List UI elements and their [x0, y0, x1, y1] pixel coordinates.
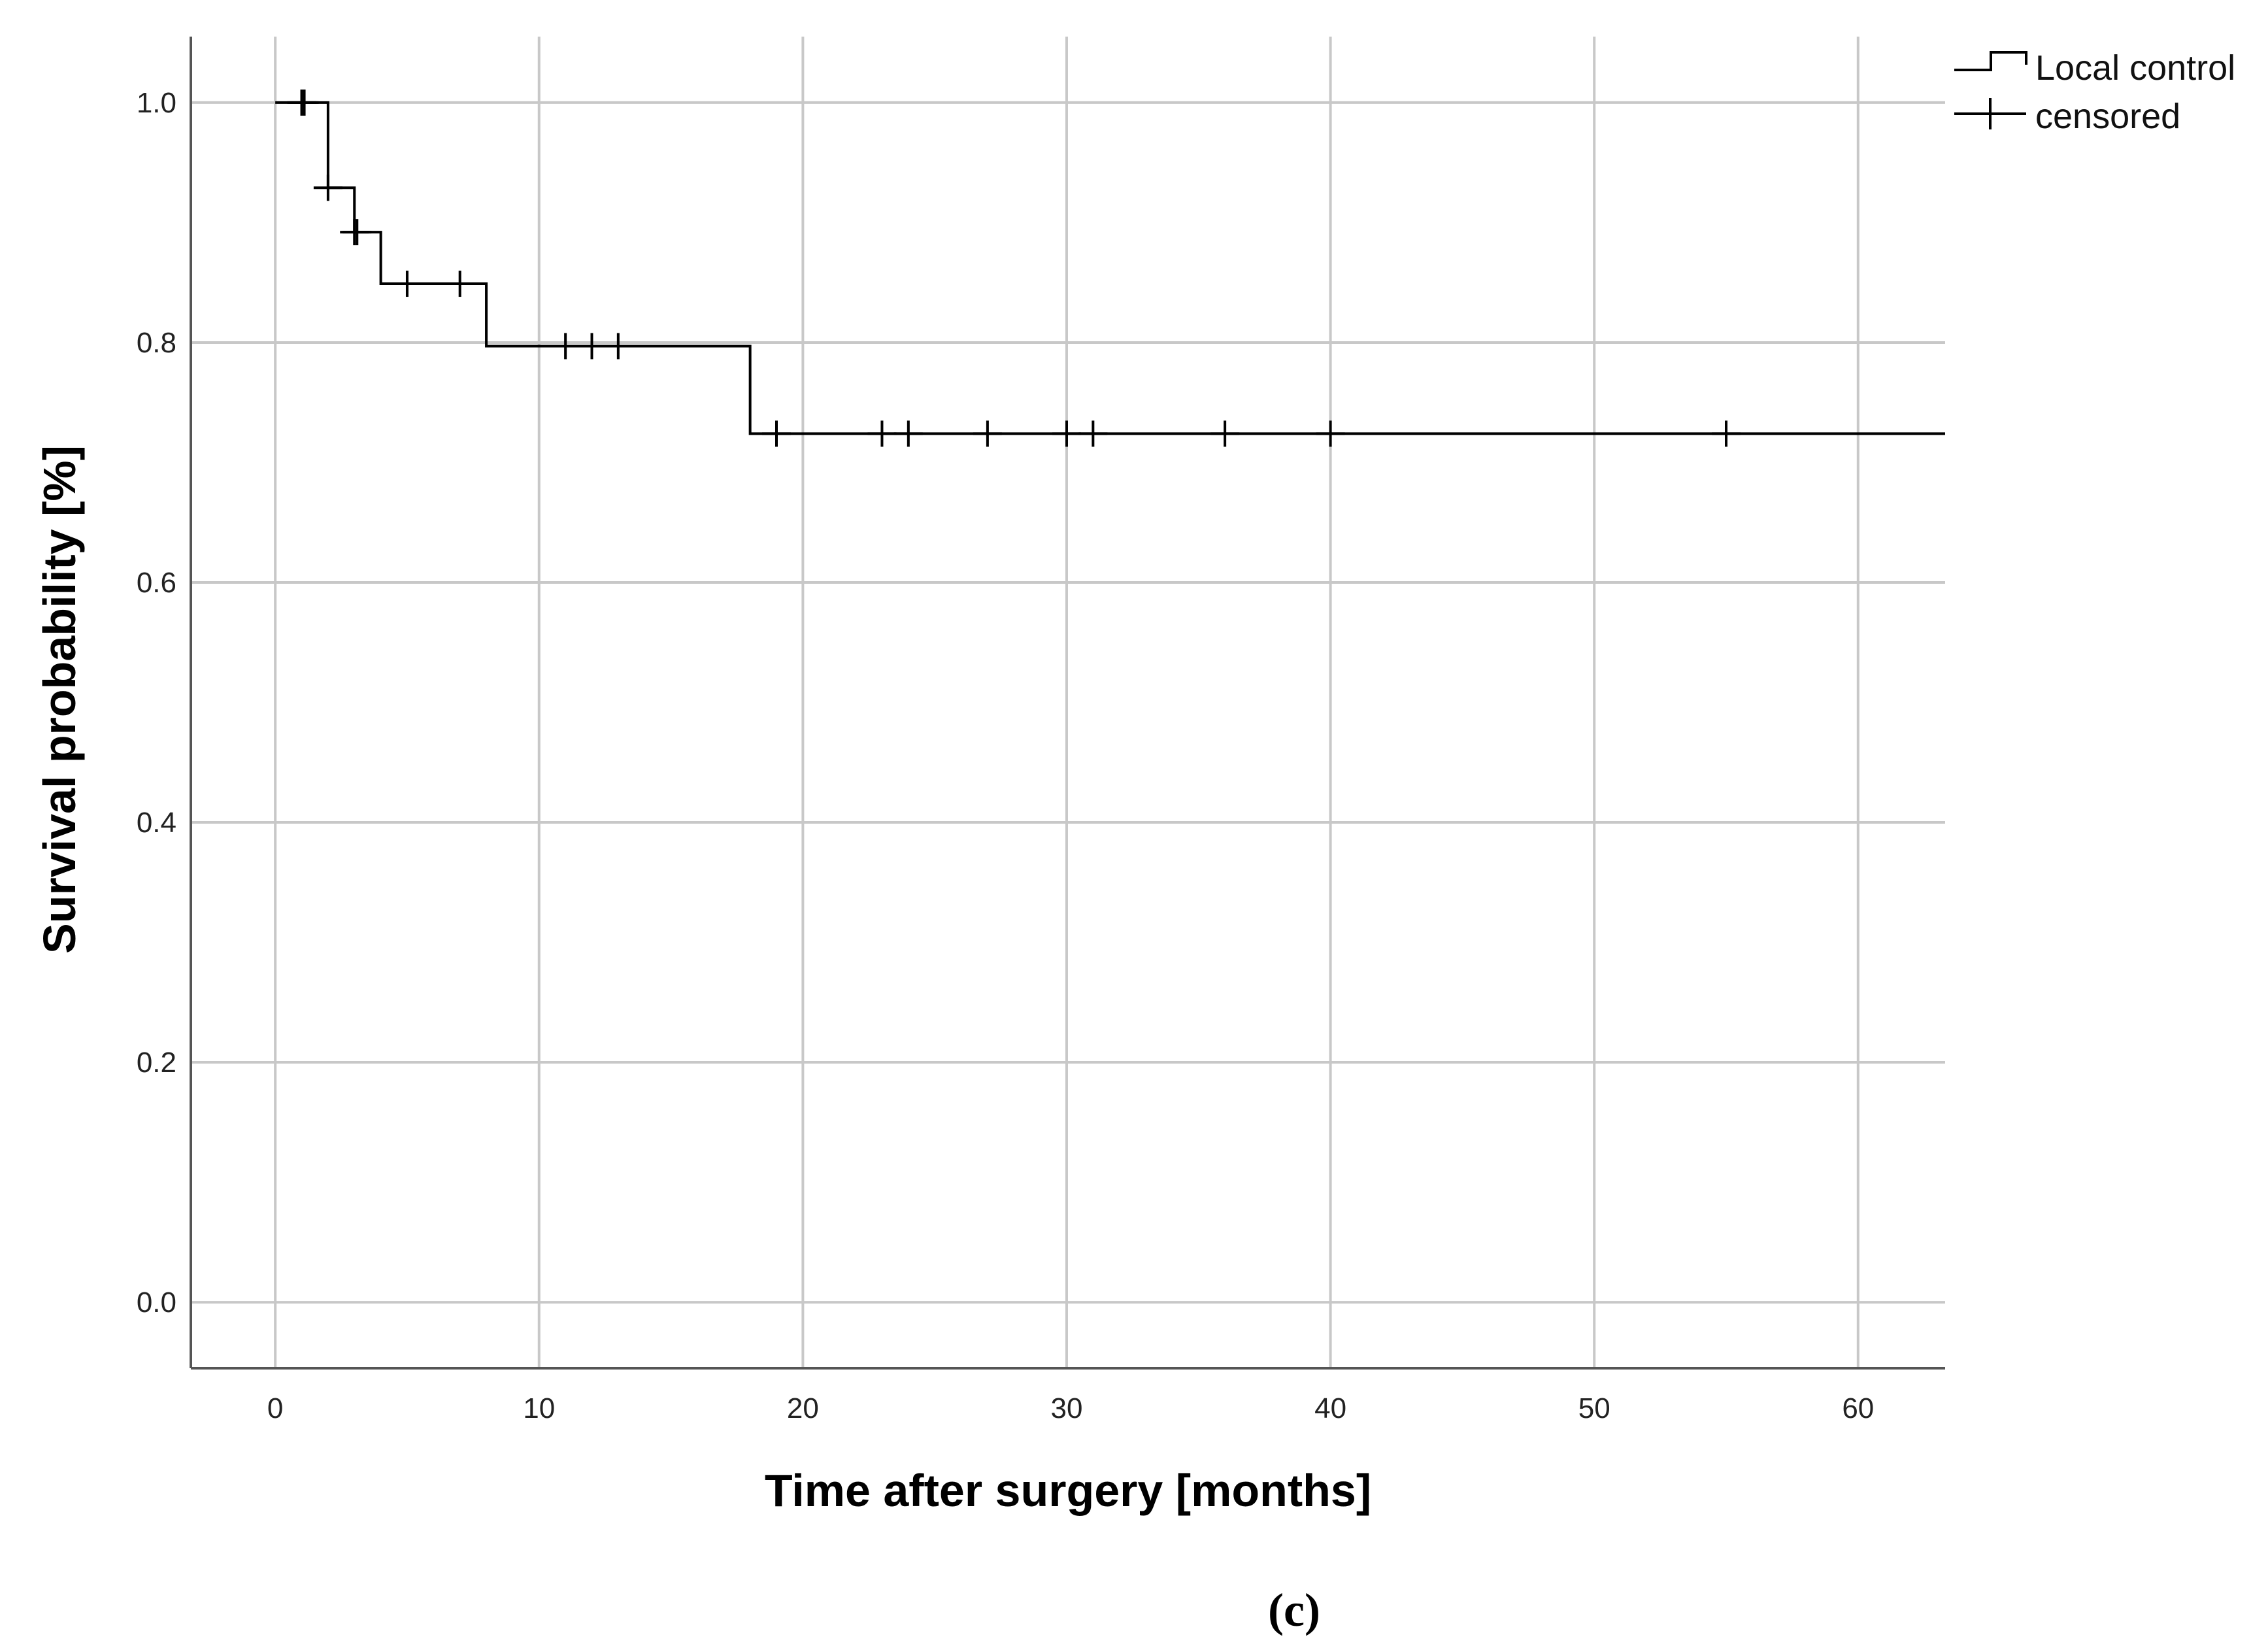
- x-tick-label: 20: [787, 1392, 819, 1424]
- axes: [190, 37, 1945, 1370]
- x-tick-labels: 0 10 20 30 40 50 60: [267, 1392, 1874, 1424]
- x-tick-label: 50: [1578, 1392, 1610, 1424]
- series-line-0: [275, 101, 1945, 435]
- censored-marker: [577, 333, 607, 360]
- y-tick-label: 0.0: [137, 1286, 176, 1319]
- censored-marker: [551, 333, 580, 360]
- censored-marker: [342, 219, 372, 246]
- censored-marker: [1078, 420, 1108, 447]
- y-axis-title: Survival probability [%]: [34, 445, 85, 954]
- legend: Local control censored: [1954, 48, 2235, 136]
- grid-lines: [191, 37, 1945, 1368]
- x-tick-label: 60: [1842, 1392, 1874, 1424]
- censored-marker: [445, 271, 475, 297]
- censored-marker: [973, 420, 1002, 447]
- censored-marker: [392, 271, 422, 297]
- y-tick-labels: 0.0 0.2 0.4 0.6 0.8 1.0: [137, 87, 176, 1319]
- censored-marker: [603, 333, 633, 360]
- x-tick-label: 0: [267, 1392, 283, 1424]
- x-tick-label: 10: [523, 1392, 555, 1424]
- censored-marker: [290, 89, 319, 116]
- legend-label-local-control: Local control: [2035, 48, 2235, 88]
- censored-marker: [1712, 420, 1741, 447]
- censored-marker: [893, 420, 923, 447]
- legend-label-censored: censored: [2035, 97, 2180, 136]
- censored-marker: [762, 420, 792, 447]
- y-tick-label: 0.6: [137, 567, 176, 599]
- x-tick-label: 40: [1314, 1392, 1346, 1424]
- legend-censored-symbol: [1954, 98, 2026, 129]
- censored-marker: [867, 420, 897, 447]
- y-tick-label: 0.4: [137, 807, 176, 839]
- censored-marker: [1210, 420, 1240, 447]
- legend-step-symbol: [1954, 51, 2027, 71]
- y-tick-label: 0.2: [137, 1047, 176, 1079]
- y-tick-label: 1.0: [137, 87, 176, 119]
- censored-marker: [1052, 420, 1081, 447]
- censored-marker: [1316, 420, 1345, 447]
- series-layer: [275, 101, 1945, 435]
- y-tick-label: 0.8: [137, 327, 176, 359]
- panel-label: (c): [1268, 1584, 1320, 1636]
- x-tick-label: 30: [1051, 1392, 1083, 1424]
- censored-markers: [287, 89, 1741, 447]
- x-axis-title: Time after surgery [months]: [765, 1465, 1371, 1516]
- censored-marker: [313, 175, 342, 201]
